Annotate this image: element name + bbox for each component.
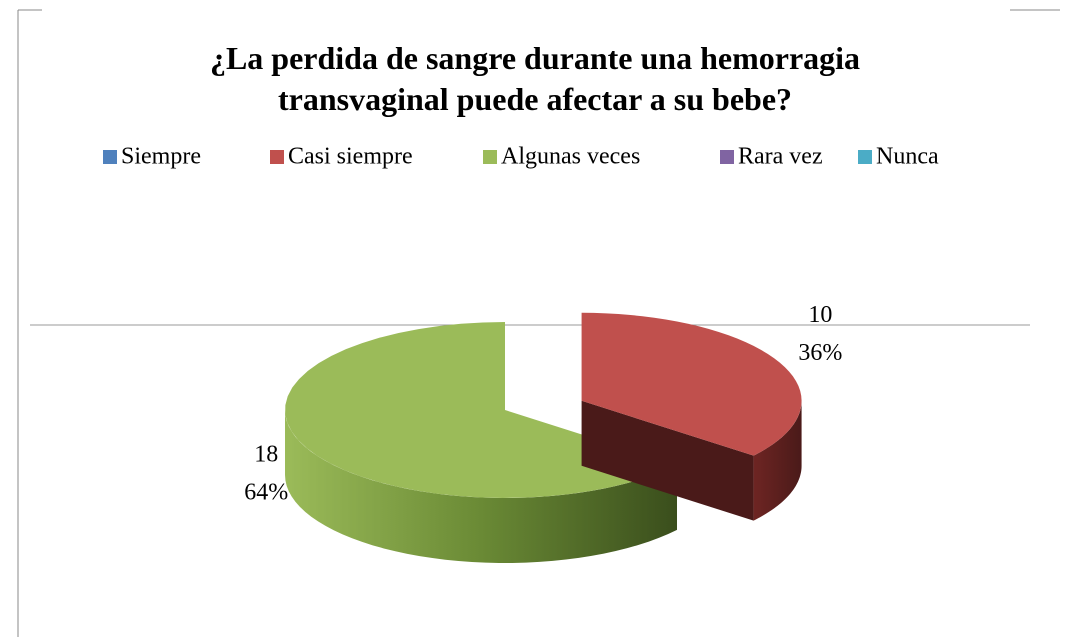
legend-label: Casi siempre — [288, 144, 413, 170]
legend-swatch — [103, 150, 117, 164]
slice-face — [581, 400, 754, 521]
title-line: transvaginal puede afectar a su bebe? — [278, 81, 792, 117]
slice-side — [285, 410, 678, 563]
legend-label: Algunas veces — [501, 144, 640, 170]
data-label: 64% — [244, 480, 288, 506]
legend-label: Rara vez — [738, 144, 823, 170]
legend-swatch — [270, 150, 284, 164]
pie — [285, 312, 802, 563]
data-label: 36% — [798, 340, 842, 366]
slice — [581, 312, 802, 456]
legend-swatch — [483, 150, 497, 164]
title-line: ¿La perdida de sangre durante una hemorr… — [210, 40, 860, 76]
data-label: 10 — [808, 302, 832, 328]
slice-side — [753, 400, 802, 521]
slice — [285, 322, 678, 498]
chart-title: ¿La perdida de sangre durante una hemorr… — [210, 40, 860, 117]
legend-label: Nunca — [876, 144, 939, 170]
data-label: 18 — [254, 442, 278, 468]
legend-label: Siempre — [121, 144, 201, 170]
legend-swatch — [720, 150, 734, 164]
legend-swatch — [858, 150, 872, 164]
